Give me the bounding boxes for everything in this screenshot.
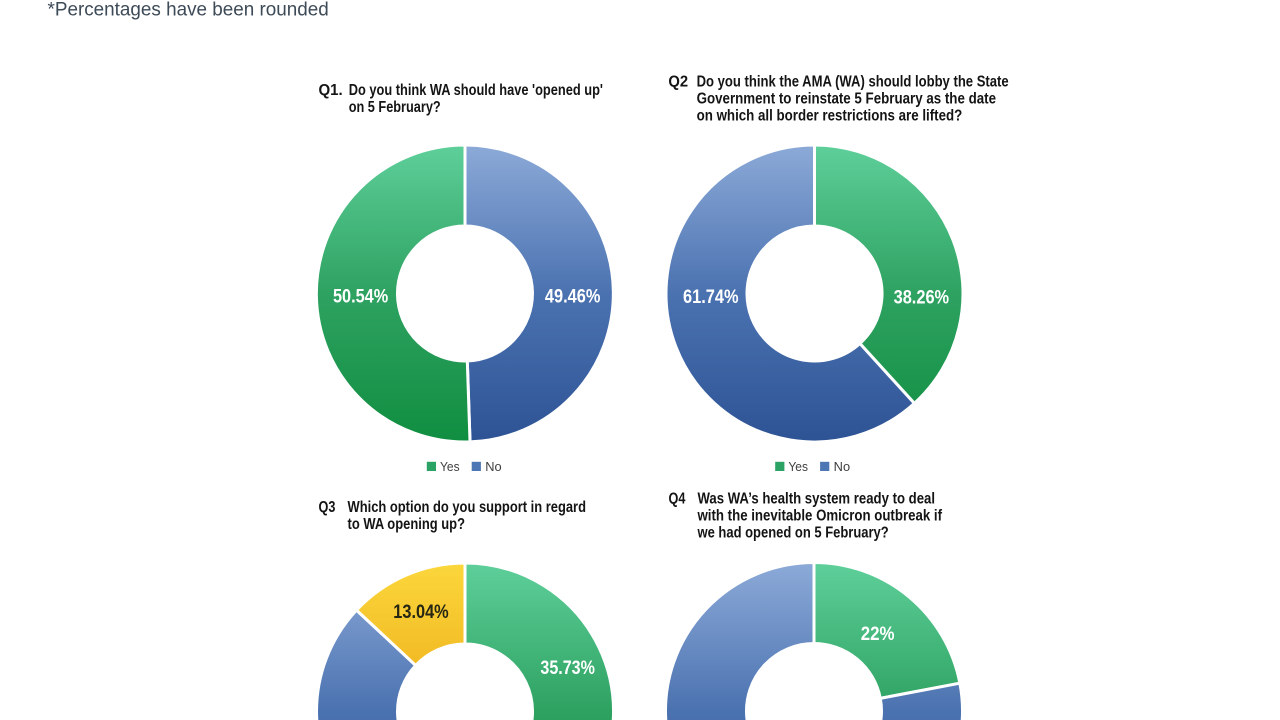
svg-text:38.26%: 38.26% [894, 287, 950, 309]
svg-text:13.04%: 13.04% [393, 601, 448, 623]
svg-text:22%: 22% [861, 623, 895, 645]
svg-text:50.54%: 50.54% [333, 286, 388, 308]
svg-text:Do you think WA should have 'o: Do you think WA should have 'opened up' [349, 82, 603, 99]
svg-text:Government to reinstate 5 Febr: Government to reinstate 5 February as th… [697, 90, 997, 107]
svg-text:Q1.: Q1. [319, 82, 343, 99]
svg-text:No: No [485, 460, 501, 474]
svg-text:to WA opening up?: to WA opening up? [348, 516, 466, 533]
svg-text:Q4: Q4 [669, 491, 686, 508]
svg-text:*Percentages have been rounded: *Percentages have been rounded [48, 0, 329, 20]
svg-text:No: No [834, 460, 850, 474]
svg-text:on 5 February?: on 5 February? [349, 99, 441, 116]
svg-text:35.73%: 35.73% [540, 657, 595, 679]
svg-text:Q2: Q2 [668, 73, 688, 90]
svg-text:Q3: Q3 [319, 499, 336, 516]
svg-text:49.46%: 49.46% [545, 286, 601, 308]
svg-text:Yes: Yes [788, 460, 808, 474]
svg-text:we had opened on 5 February?: we had opened on 5 February? [697, 525, 889, 542]
svg-text:Do you think the AMA (WA) shou: Do you think the AMA (WA) should lobby t… [697, 73, 1009, 90]
svg-text:Was WA’s health system ready t: Was WA’s health system ready to deal [698, 491, 936, 508]
svg-text:Which option do you support in: Which option do you support in regard [348, 499, 587, 516]
svg-text:on which all border restrictio: on which all border restrictions are lif… [697, 108, 963, 125]
svg-text:with the inevitable Omicron ou: with the inevitable Omicron outbreak if [697, 508, 943, 525]
svg-text:Yes: Yes [440, 460, 460, 474]
svg-text:61.74%: 61.74% [683, 286, 739, 308]
